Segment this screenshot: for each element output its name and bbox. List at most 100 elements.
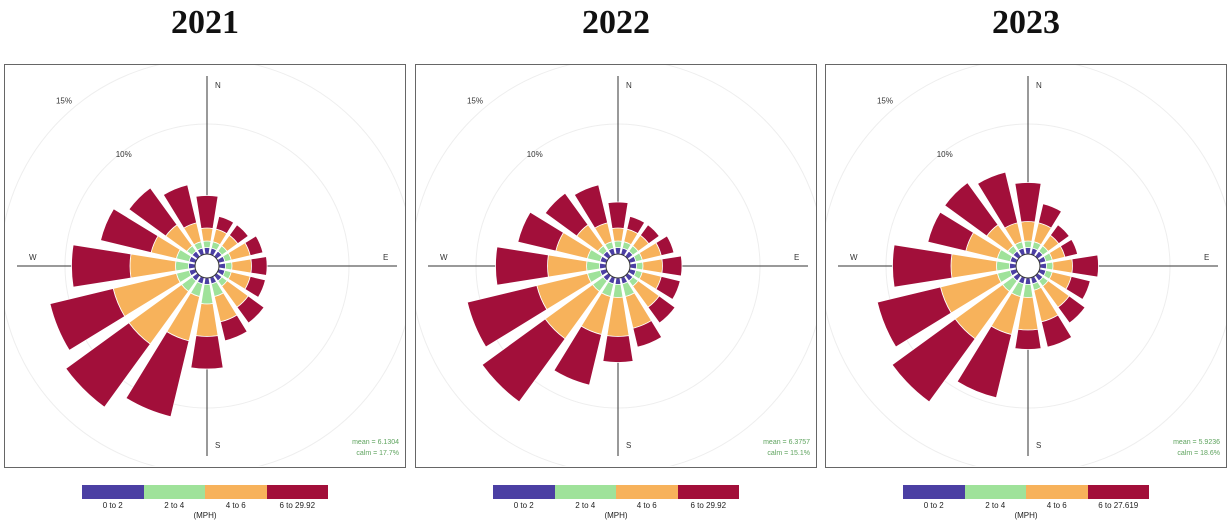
legend-swatch-bin-4 [1087,485,1149,499]
petal-SW-bin-4 [481,318,566,403]
calm-stat: calm = 17.7% [356,450,399,457]
petal-SW-bin-4 [891,318,976,403]
petal-W-bin-1 [599,262,607,270]
petal-E-bin-4 [250,256,268,276]
legend-label-bin-3: 4 to 6 [225,501,246,510]
petal-N-bin-1 [203,247,211,255]
petal-SSE-bin-4 [219,314,248,342]
windrose-panel-2023: 2023 N E S W 10% 15% mean = 5.9236 calm = 18.… [821,0,1231,531]
petal-S-bin-1 [1024,277,1032,285]
mean-stat: mean = 6.3757 [763,439,810,446]
petal-E-bin-4 [1071,254,1099,278]
petal-S-bin-2 [200,283,214,305]
plot-frame: N E S W 10% 15% mean = 5.9236 calm = 18.6% [825,64,1227,468]
legend-label-bin-2: 2 to 4 [164,501,185,510]
petal-N-bin-3 [1020,221,1036,242]
petal-WNW-bin-4 [927,211,974,252]
legend-swatch-bin-2 [554,485,616,499]
legend-unit: (MPH) [604,511,628,520]
petal-S-bin-4 [602,335,634,363]
petal-SSE-bin-4 [632,320,663,348]
legend-label-bin-2: 2 to 4 [985,501,1006,510]
petal-ESE-bin-4 [1065,275,1091,300]
cardinal-label-w: W [29,253,37,262]
petal-NW-bin-4 [544,192,589,237]
cardinal-label-s: S [1036,441,1041,450]
legend-swatch-bin-4 [266,485,328,499]
calm-stat: calm = 18.6% [1177,450,1220,457]
petal-N-bin-1 [614,247,622,255]
petal-SSE-bin-4 [1040,314,1073,348]
mean-stat: mean = 6.1304 [352,439,399,446]
ring-label: 15% [877,96,893,105]
petal-N-bin-4 [607,201,629,229]
petal-E-bin-3 [231,258,252,274]
calm-stat: calm = 15.1% [767,450,810,457]
cardinal-label-s: S [626,441,631,450]
windrose-chart: N E S W 10% 15% [416,65,816,466]
petal-W-bin-4 [495,246,549,286]
calm-hole [1015,253,1041,279]
legend-colorbar [82,485,328,499]
petal-ESE-bin-4 [244,275,266,298]
petal-W-bin-4 [892,244,953,288]
petal-SE-bin-4 [236,295,265,324]
petal-S-bin-4 [1014,328,1042,350]
legend-colorbar [493,485,739,499]
cardinal-label-n: N [1036,81,1042,90]
legend-labels: 0 to 2 2 to 4 4 to 6 6 to 29.92 [82,501,328,510]
petal-WNW-bin-4 [517,211,564,252]
petal-W-bin-3 [950,253,998,279]
stats-box: mean = 5.9236 calm = 18.6% [1173,437,1220,459]
petal-SSW-bin-4 [956,325,1013,399]
petal-ENE-bin-4 [655,235,675,257]
petal-E-bin-2 [1045,261,1054,271]
petal-NNE-bin-4 [215,215,235,235]
legend-swatch-bin-4 [677,485,739,499]
petal-S-bin-1 [203,277,211,285]
legend-unit: (MPH) [1014,511,1038,520]
ring-label: 15% [56,96,72,105]
cardinal-label-e: E [383,253,388,262]
cardinal-label-s: S [215,441,220,450]
petal-W-bin-1 [188,262,196,270]
ring-label: 10% [116,150,132,159]
windrose-panel-2021: 2021 N E S W 10% 15% mean = 6.1304 calm = 17.… [0,0,410,531]
stats-box: mean = 6.3757 calm = 15.1% [763,437,810,459]
petal-E-bin-3 [642,258,663,274]
speed-legend: 0 to 2 2 to 4 4 to 6 6 to 27.619 (MPH) [903,485,1149,531]
petal-W-bin-2 [175,260,190,272]
calm-hole [194,253,220,279]
petal-S-bin-3 [195,303,219,337]
chart-title: 2022 [582,4,650,41]
petal-N-bin-4 [1014,182,1042,223]
plot-frame: N E S W 10% 15% mean = 6.1304 calm = 17.7% [4,64,406,468]
cardinal-label-n: N [215,81,221,90]
petal-WNW-bin-4 [100,208,159,254]
petal-W-bin-2 [996,260,1011,272]
legend-label-bin-4: 6 to 29.92 [690,501,727,510]
petal-WSW-bin-4 [466,285,548,348]
legend-label-bin-1: 0 to 2 [102,501,123,510]
petal-N-bin-2 [1023,240,1033,249]
petal-NNE-bin-4 [1037,203,1062,229]
petal-N-bin-4 [195,195,219,229]
petal-E-bin-4 [661,255,683,277]
petal-SE-bin-4 [647,295,676,324]
petal-W-bin-1 [1009,262,1017,270]
petal-NNW-bin-4 [573,184,609,229]
speed-legend: 0 to 2 2 to 4 4 to 6 6 to 29.92 (MPH) [82,485,328,531]
petal-NE-bin-4 [228,224,249,245]
ring-label: 15% [467,96,483,105]
ring-label: 10% [937,150,953,159]
petal-N-bin-1 [1024,247,1032,255]
petal-E-bin-2 [635,261,644,271]
cardinal-label-n: N [626,81,632,90]
petal-NW-bin-4 [944,182,999,237]
petal-E-bin-2 [224,261,233,271]
petal-N-bin-3 [200,227,214,242]
windrose-panel-2022: 2022 N E S W 10% 15% mean = 6.3757 calm = 15.… [411,0,821,531]
legend-label-bin-4: 6 to 29.92 [279,501,316,510]
petal-SSW-bin-4 [553,325,603,386]
petal-NW-bin-4 [128,187,178,237]
